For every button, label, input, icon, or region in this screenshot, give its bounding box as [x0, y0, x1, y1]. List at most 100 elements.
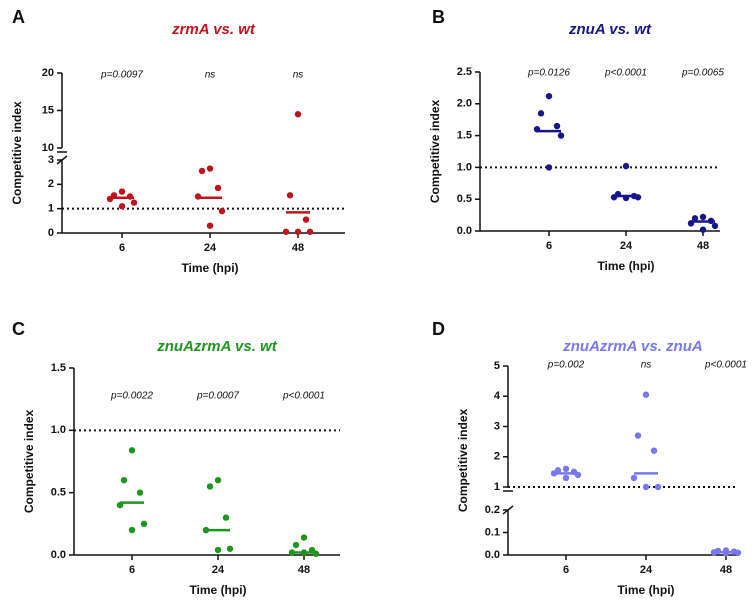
data-point: [553, 122, 561, 130]
data-point: [136, 489, 144, 496]
y-tick-label: 1: [494, 481, 500, 493]
data-point: [130, 199, 138, 206]
data-point: [214, 546, 222, 554]
x-tick-label: 48: [697, 240, 709, 252]
x-tick-label: 24: [620, 240, 633, 252]
y-axis-label: Competitive index: [10, 101, 24, 205]
data-point: [300, 534, 308, 541]
annotation: p<0.0001: [704, 360, 747, 371]
data-point: [294, 111, 302, 118]
annotation: p=0.0007: [196, 391, 239, 402]
data-point: [294, 228, 302, 235]
annotation: ns: [641, 360, 652, 371]
y-tick-label: 0.5: [51, 487, 66, 499]
y-tick-label: 1.0: [457, 161, 472, 173]
y-tick-label: 2.0: [457, 98, 472, 110]
data-point: [292, 541, 300, 549]
y-tick-label: 2.5: [457, 66, 472, 78]
annotation: p=0.002: [547, 360, 585, 371]
data-point: [206, 483, 214, 490]
x-axis-label: Time (hpi): [189, 583, 246, 597]
data-point: [128, 447, 136, 454]
annotation: ns: [293, 70, 304, 81]
panel-title: zrmA vs. wt: [171, 21, 256, 38]
annotation: p=0.0022: [110, 391, 153, 402]
data-point: [222, 514, 230, 521]
y-tick-label: 1.5: [457, 130, 472, 142]
y-tick-label: 0.1: [485, 526, 500, 538]
data-point: [562, 474, 570, 482]
data-point: [630, 474, 638, 482]
data-point: [634, 432, 642, 439]
data-point: [545, 92, 553, 100]
x-tick-label: 6: [563, 564, 569, 576]
y-tick-label: 4: [494, 390, 501, 402]
y-tick-label: 15: [42, 104, 54, 116]
data-point: [642, 391, 650, 398]
x-axis-label: Time (hpi): [597, 259, 654, 273]
x-tick-label: 6: [129, 564, 135, 576]
y-axis-label: Competitive index: [428, 100, 442, 204]
y-tick-label: 2: [48, 178, 54, 190]
y-tick-label: 0.0: [485, 549, 500, 561]
panel-label: A: [12, 7, 25, 27]
data-point: [198, 167, 206, 175]
data-point: [545, 164, 553, 171]
y-tick-label: 5: [494, 360, 500, 372]
data-point: [206, 222, 214, 229]
y-tick-label: 0: [48, 227, 54, 239]
y-tick-label: 3: [494, 420, 500, 432]
data-point: [699, 213, 707, 221]
y-tick-label: 10: [42, 142, 54, 154]
x-tick-label: 24: [212, 564, 225, 576]
data-point: [650, 447, 658, 454]
annotation: p=0.0097: [100, 70, 143, 81]
y-tick-label: 0.5: [457, 193, 472, 205]
y-tick-label: 1.0: [51, 424, 66, 436]
data-point: [557, 132, 565, 139]
data-point: [654, 483, 662, 491]
data-point: [642, 483, 650, 491]
panel-label: C: [12, 319, 25, 339]
data-point: [226, 545, 234, 552]
data-point: [120, 477, 128, 484]
y-tick-label: 0.0: [457, 225, 472, 237]
annotation: p<0.0001: [282, 391, 325, 402]
data-point: [118, 203, 126, 210]
panel-label: D: [432, 319, 445, 339]
annotation: p=0.0065: [681, 68, 724, 79]
y-tick-label: 1: [48, 203, 54, 215]
data-point: [622, 162, 630, 170]
data-point: [306, 228, 314, 235]
data-point: [711, 222, 719, 230]
x-axis-label: Time (hpi): [181, 261, 238, 275]
data-point: [699, 226, 707, 233]
x-tick-label: 48: [298, 564, 310, 576]
data-point: [286, 192, 294, 199]
x-tick-label: 24: [204, 242, 217, 254]
y-tick-label: 3: [48, 154, 54, 166]
data-point: [206, 165, 214, 172]
data-point: [537, 110, 545, 117]
axis-break: [56, 155, 68, 165]
data-point: [691, 215, 699, 222]
y-axis-label: Competitive index: [456, 409, 470, 513]
y-tick-label: 1.5: [51, 362, 66, 374]
data-point: [128, 526, 136, 534]
x-tick-label: 6: [119, 242, 125, 254]
y-tick-label: 0.0: [51, 549, 66, 561]
data-point: [282, 228, 290, 235]
y-tick-label: 20: [42, 67, 54, 79]
y-tick-label: 2: [494, 451, 500, 463]
annotation: p=0.0126: [527, 68, 570, 79]
data-point: [562, 465, 570, 473]
annotation: ns: [205, 70, 216, 81]
panel-label: B: [432, 7, 445, 27]
annotation: p<0.0001: [604, 68, 647, 79]
x-tick-label: 48: [292, 242, 304, 254]
axis-break: [502, 505, 514, 515]
data-point: [214, 477, 222, 484]
y-axis-label: Competitive index: [22, 410, 36, 514]
data-point: [218, 207, 226, 215]
